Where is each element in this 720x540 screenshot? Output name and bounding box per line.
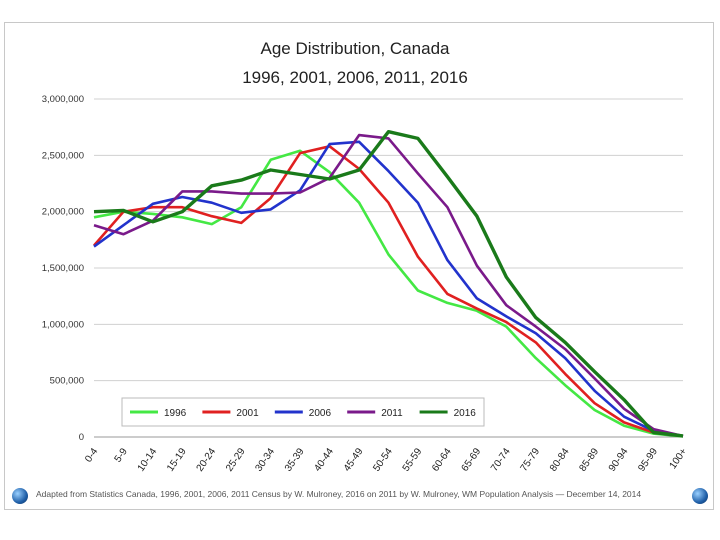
legend-label-2001: 2001 xyxy=(236,408,259,419)
x-tick-label: 65-69 xyxy=(460,446,484,474)
globe-logo-right xyxy=(692,488,708,504)
chart-title-line-1: Age Distribution, Canada xyxy=(260,39,450,58)
series-line-2016 xyxy=(93,129,684,438)
x-tick-label: 70-74 xyxy=(489,446,513,474)
x-tick-label: 80-84 xyxy=(548,446,572,474)
y-tick-label: 0 xyxy=(79,432,84,443)
x-tick-label: 25-29 xyxy=(224,446,248,474)
x-tick-label: 30-34 xyxy=(253,446,277,474)
globe-logo-left xyxy=(12,488,28,504)
x-tick-label: 85-89 xyxy=(577,446,601,474)
x-tick-label: 90-94 xyxy=(607,446,631,474)
y-tick-label: 2,000,000 xyxy=(42,207,84,218)
x-tick-label: 45-49 xyxy=(342,446,366,474)
y-tick-label: 2,500,000 xyxy=(42,150,84,161)
x-tick-label: 20-24 xyxy=(195,446,219,474)
series-line-1996 xyxy=(93,149,684,438)
x-tick-label: 40-44 xyxy=(312,446,336,474)
series-line-2001 xyxy=(93,145,684,438)
x-tick-label: 5-9 xyxy=(113,446,131,465)
y-tick-label: 3,000,000 xyxy=(42,94,84,105)
legend-label-1996: 1996 xyxy=(164,408,187,419)
footer-credit: Adapted from Statistics Canada, 1996, 20… xyxy=(36,489,642,499)
x-tick-label: 55-59 xyxy=(401,446,425,474)
x-tick-label: 60-64 xyxy=(430,446,454,474)
x-tick-label: 100+ xyxy=(668,446,690,471)
legend-label-2006: 2006 xyxy=(309,408,332,419)
x-tick-label: 0-4 xyxy=(83,446,101,465)
y-tick-label: 1,000,000 xyxy=(42,319,84,330)
x-tick-label: 35-39 xyxy=(283,446,307,474)
y-tick-label: 1,500,000 xyxy=(42,263,84,274)
series-line-2011 xyxy=(93,133,684,438)
chart-frame xyxy=(4,22,714,510)
x-tick-label: 10-14 xyxy=(136,446,160,474)
series-line-2006 xyxy=(93,140,684,438)
y-tick-label: 500,000 xyxy=(50,376,84,387)
x-tick-label: 15-19 xyxy=(165,446,189,474)
chart-title-line-2: 1996, 2001, 2006, 2011, 2016 xyxy=(242,68,468,87)
x-tick-label: 95-99 xyxy=(636,446,660,474)
x-tick-label: 50-54 xyxy=(371,446,395,474)
x-tick-label: 75-79 xyxy=(519,446,543,474)
legend-label-2016: 2016 xyxy=(454,408,477,419)
legend-label-2011: 2011 xyxy=(381,408,403,419)
